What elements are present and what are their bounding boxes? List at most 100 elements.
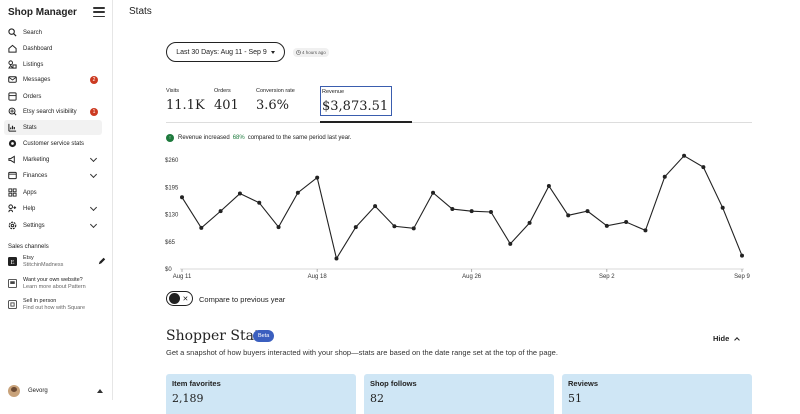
sidebar-item-label: Stats: [23, 124, 37, 131]
sidebar-item-marketing[interactable]: Marketing: [4, 152, 102, 167]
sidebar-item-search[interactable]: Search: [4, 25, 102, 40]
note-text-before: Revenue increased: [178, 135, 230, 141]
sidebar-item-customer-service-stats[interactable]: Customer service stats: [4, 136, 102, 151]
data-point[interactable]: [373, 204, 378, 209]
revenue-note: ↑ Revenue increased 68% compared to the …: [166, 134, 351, 142]
caret-up-icon: [97, 389, 103, 393]
note-percent: 68%: [232, 135, 245, 141]
sidebar-item-messages[interactable]: Messages 2: [4, 72, 102, 87]
sidebar-item-apps[interactable]: Apps: [4, 185, 102, 200]
channel-square[interactable]: Sell in person Find out how with Square: [8, 298, 106, 312]
channel-etsy[interactable]: E Etsy StitchinMadness: [8, 255, 106, 269]
card-shop-follows[interactable]: Shop follows 82: [364, 374, 554, 414]
messages-icon: [8, 76, 17, 83]
marketing-icon: [8, 155, 15, 164]
square-subtitle: Find out how with Square: [23, 305, 86, 311]
sidebar-item-label: Search: [23, 29, 43, 36]
data-point[interactable]: [469, 209, 474, 214]
apps-icon: [8, 188, 17, 197]
x-tick-label: Sep 2: [599, 274, 615, 280]
sidebar-item-label: Messages: [23, 76, 51, 83]
data-point[interactable]: [527, 220, 532, 225]
channel-pattern[interactable]: Want your own website? Learn more about …: [8, 277, 106, 291]
data-point[interactable]: [740, 253, 744, 258]
sidebar-item-finances[interactable]: Finances: [4, 168, 102, 183]
data-point[interactable]: [720, 205, 725, 210]
data-point[interactable]: [295, 190, 300, 195]
hide-button[interactable]: Hide: [713, 334, 741, 343]
note-text-after: compared to the same period last year.: [247, 135, 352, 141]
date-range-button[interactable]: Last 30 Days: Aug 11 - Sep 9: [166, 42, 285, 62]
sidebar-item-listings[interactable]: Listings: [4, 57, 102, 72]
sidebar-item-label: Settings: [23, 222, 45, 229]
chevron-up-icon: [734, 336, 741, 343]
card-reviews[interactable]: Reviews 51: [562, 374, 752, 414]
sidebar: Shop Manager Search Dashboard Listings Mess…: [0, 0, 113, 400]
date-range-label: Last 30 Days: Aug 11 - Sep 9: [176, 48, 267, 56]
updated-badge: 4 hours ago: [293, 48, 329, 57]
data-point[interactable]: [411, 226, 416, 231]
sidebar-item-stats[interactable]: Stats: [4, 120, 102, 135]
metric-revenue[interactable]: Revenue $3,873.51: [320, 86, 393, 116]
data-point[interactable]: [334, 256, 339, 261]
edit-icon[interactable]: [98, 257, 106, 265]
data-point[interactable]: [701, 165, 706, 170]
data-point[interactable]: [604, 223, 609, 228]
data-point[interactable]: [315, 175, 320, 180]
data-point[interactable]: [237, 191, 242, 196]
data-point[interactable]: [450, 207, 455, 212]
data-point[interactable]: [488, 209, 493, 214]
data-point[interactable]: [643, 228, 648, 233]
data-point[interactable]: [662, 174, 667, 179]
updated-text: 4 hours ago: [302, 50, 326, 55]
square-icon: [8, 300, 17, 309]
data-point[interactable]: [199, 225, 204, 230]
sidebar-item-label: Finances: [23, 172, 48, 179]
page-title: Stats: [129, 6, 152, 17]
compare-label: Compare to previous year: [199, 295, 286, 304]
data-point[interactable]: [392, 224, 397, 229]
sidebar-item-label: Customer service stats: [23, 140, 85, 147]
sidebar-item-label: Orders: [23, 93, 42, 100]
data-point[interactable]: [508, 241, 513, 246]
metrics-divider: [166, 122, 752, 123]
shopper-stats-title: Shopper Stats: [166, 328, 267, 344]
sidebar-item-dashboard[interactable]: Dashboard: [4, 41, 102, 56]
data-point[interactable]: [546, 183, 551, 188]
data-point[interactable]: [682, 153, 687, 158]
square-title: Sell in person: [23, 298, 57, 304]
sidebar-item-settings[interactable]: Settings: [4, 218, 102, 233]
menu-icon[interactable]: [93, 7, 105, 17]
series-line: [181, 155, 743, 260]
data-point[interactable]: [431, 190, 436, 195]
metric-visits[interactable]: Visits 11.1K: [166, 88, 205, 113]
sidebar-item-help[interactable]: Help: [4, 201, 102, 216]
sidebar-item-orders[interactable]: Orders: [4, 89, 102, 104]
data-point[interactable]: [257, 200, 262, 205]
card-label: Shop follows: [370, 379, 417, 388]
card-item-favorites[interactable]: Item favorites 2,189: [166, 374, 356, 414]
chevron-down-icon: [89, 220, 98, 228]
data-point[interactable]: [566, 213, 571, 218]
data-point[interactable]: [624, 220, 629, 225]
data-point[interactable]: [180, 195, 184, 200]
card-label: Item favorites: [172, 379, 221, 388]
home-icon: [8, 44, 17, 53]
compare-toggle[interactable]: ✕: [166, 291, 193, 306]
data-point[interactable]: [276, 225, 281, 230]
data-point[interactable]: [585, 209, 590, 214]
etsy-shop-name: StitchinMadness: [23, 262, 64, 268]
y-tick-label: $260: [165, 158, 179, 164]
y-tick-label: $195: [165, 185, 179, 191]
user-menu[interactable]: Gevorg: [8, 385, 103, 397]
chevron-down-icon: [89, 203, 98, 211]
avatar: [8, 385, 20, 397]
metric-orders[interactable]: Orders 401: [214, 88, 239, 113]
metric-value: 3.6%: [256, 98, 290, 113]
data-point[interactable]: [353, 225, 358, 230]
sidebar-item-etsy-search-visibility[interactable]: Etsy search visibility 1: [4, 104, 102, 119]
x-tick-label: Aug 26: [462, 274, 482, 280]
x-tick-label: Aug 11: [173, 274, 192, 280]
metric-conversion-rate[interactable]: Conversion rate 3.6%: [256, 88, 295, 113]
data-point[interactable]: [218, 209, 223, 214]
